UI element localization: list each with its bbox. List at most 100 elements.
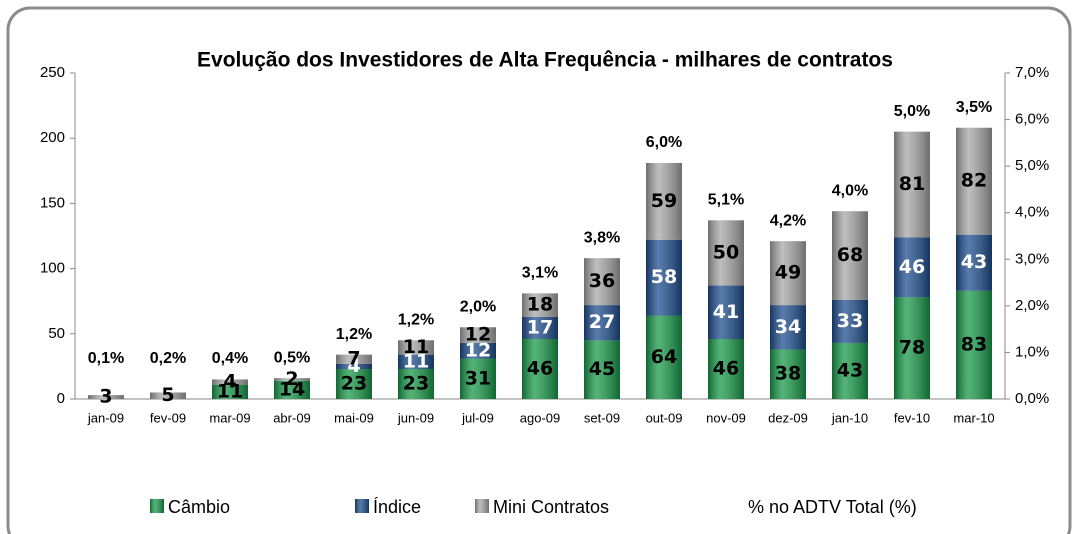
data-label: 11 — [403, 350, 429, 372]
y-tick-label: 0 — [57, 390, 65, 407]
data-label: 36 — [589, 270, 615, 292]
bar-shine — [398, 369, 434, 399]
x-tick-label: nov-09 — [706, 410, 746, 425]
bar-shine — [770, 349, 806, 399]
data-label: 45 — [589, 358, 615, 380]
bar-shine — [398, 340, 434, 355]
pct-label: 3,1% — [522, 265, 558, 282]
x-tick-label: dez-09 — [768, 410, 808, 425]
y2-tick-label: 0,0% — [1015, 390, 1049, 407]
data-label: 31 — [465, 367, 491, 389]
y-tick-label: 200 — [40, 129, 65, 146]
data-label: 34 — [775, 316, 801, 338]
pct-label: 0,4% — [212, 350, 248, 367]
data-label: 2 — [285, 368, 298, 390]
data-label: 78 — [899, 337, 925, 359]
legend-shine — [475, 499, 489, 513]
data-label: 82 — [961, 170, 987, 192]
bar-shine — [212, 384, 248, 399]
x-tick-label: ago-09 — [520, 410, 560, 425]
data-label: 3 — [99, 386, 112, 408]
data-label: 68 — [837, 244, 863, 266]
bar-shine — [832, 342, 868, 399]
pct-label: 5,0% — [894, 103, 930, 120]
pct-label: 5,1% — [708, 192, 744, 209]
bar-shine — [336, 354, 372, 364]
y2-tick-label: 3,0% — [1015, 250, 1049, 267]
bar-shine — [460, 358, 496, 399]
data-label: 33 — [837, 310, 863, 332]
x-tick-label: out-09 — [646, 410, 683, 425]
bar-shine — [832, 299, 868, 343]
bar-shine — [584, 340, 620, 399]
legend-label: % no ADTV Total (%) — [748, 497, 917, 517]
data-label: 50 — [713, 241, 739, 263]
frame — [6, 6, 1072, 534]
data-label: 17 — [527, 316, 553, 338]
x-tick-label: fev-09 — [150, 410, 186, 425]
bar-shine — [894, 237, 930, 298]
data-label: 64 — [651, 346, 677, 368]
data-label: 23 — [403, 373, 429, 395]
data-label: 11 — [217, 380, 243, 402]
x-tick-label: mar-10 — [953, 410, 994, 425]
bar-shine — [522, 339, 558, 399]
y2-tick-label: 5,0% — [1015, 157, 1049, 174]
data-label: 12 — [465, 339, 491, 361]
x-tick-label: abr-09 — [273, 410, 311, 425]
bar-shine — [212, 379, 248, 385]
bar-shine — [956, 234, 992, 291]
pct-label: 0,1% — [88, 350, 124, 367]
data-label: 59 — [651, 190, 677, 212]
x-tick-label: jan-09 — [87, 410, 124, 425]
bar-shine — [708, 220, 744, 286]
legend-label: Mini Contratos — [493, 497, 609, 517]
bar-shine — [336, 369, 372, 399]
y-tick-label: 150 — [40, 194, 65, 211]
y2-tick-label: 1,0% — [1015, 343, 1049, 360]
bar-shine — [646, 315, 682, 399]
bar-shine — [956, 290, 992, 399]
y2-tick-label: 2,0% — [1015, 297, 1049, 314]
data-label: 46 — [899, 256, 925, 278]
legend-shine — [355, 499, 369, 513]
data-label: 43 — [961, 251, 987, 273]
data-label: 46 — [527, 358, 553, 380]
chart-title: Evolução dos Investidores de Alta Frequê… — [197, 49, 893, 72]
data-label: 43 — [837, 359, 863, 381]
bar-shine — [274, 380, 310, 399]
pct-label: 6,0% — [646, 134, 682, 151]
x-tick-label: set-09 — [584, 410, 620, 425]
data-label: 49 — [775, 262, 801, 284]
data-label: 14 — [279, 378, 305, 400]
data-label: 38 — [775, 363, 801, 385]
legend-shine — [150, 499, 164, 513]
y-tick-label: 250 — [40, 64, 65, 81]
pct-label: 1,2% — [336, 326, 372, 343]
bar-shine — [708, 285, 744, 340]
bar-shine — [584, 305, 620, 341]
bar-shine — [150, 392, 186, 399]
bar-shine — [274, 378, 310, 381]
legend-label: Câmbio — [168, 497, 230, 517]
pct-label: 4,0% — [832, 182, 868, 199]
data-label: 18 — [527, 294, 553, 316]
data-label: 41 — [713, 301, 739, 323]
x-tick-label: jan-10 — [831, 410, 868, 425]
pct-label: 3,5% — [956, 99, 992, 116]
data-label: 23 — [341, 373, 367, 395]
pct-label: 1,2% — [398, 312, 434, 329]
legend-label: Índice — [373, 497, 421, 517]
y-tick-label: 100 — [40, 260, 65, 277]
pct-label: 4,2% — [770, 212, 806, 229]
x-tick-label: mai-09 — [334, 410, 374, 425]
bar-shine — [522, 316, 558, 340]
y2-tick-label: 6,0% — [1015, 111, 1049, 128]
y2-tick-label: 7,0% — [1015, 64, 1049, 81]
data-label: 83 — [961, 333, 987, 355]
bar-shine — [460, 342, 496, 359]
bar-shine — [894, 131, 930, 238]
bar-shine — [646, 239, 682, 316]
bar-shine — [770, 241, 806, 306]
